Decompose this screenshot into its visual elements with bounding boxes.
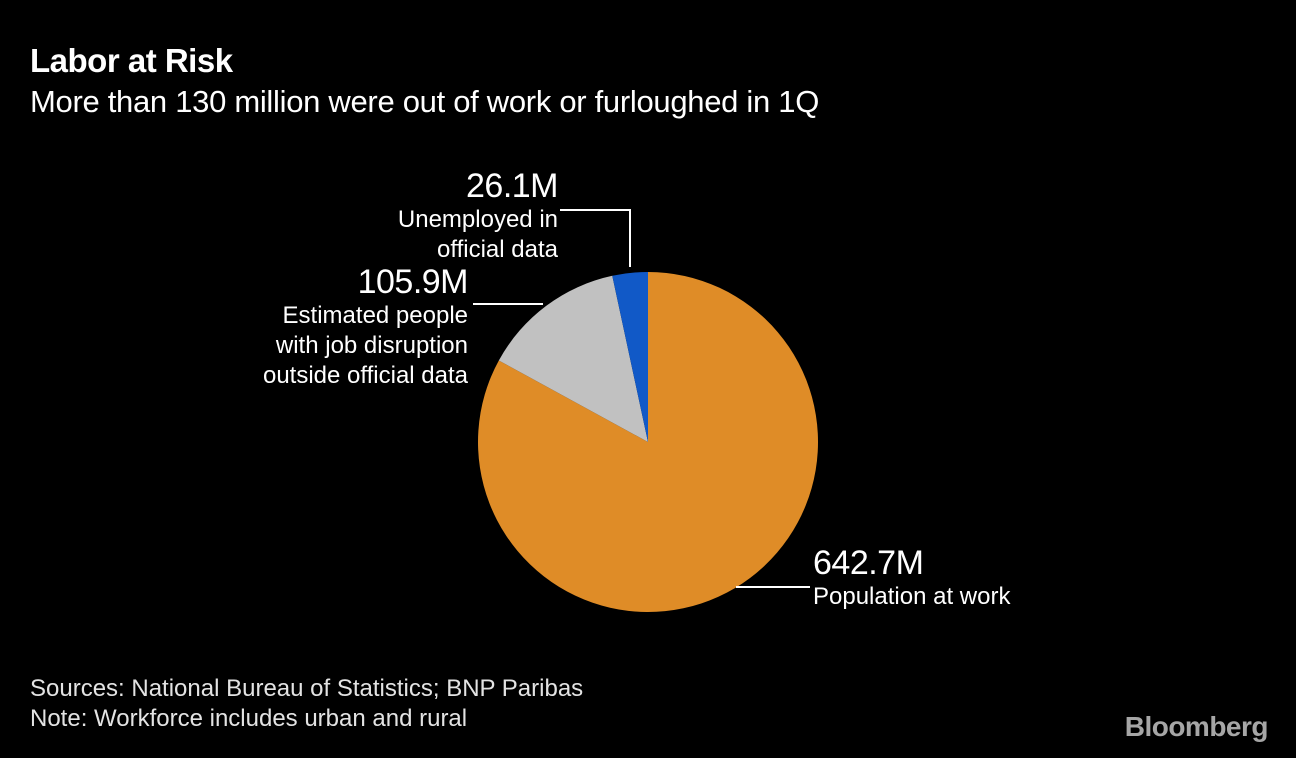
sources-text: Sources: National Bureau of Statistics; … [30,675,584,702]
pie-slice-population-at-work [478,272,819,612]
pie-slice-job-disruption [498,275,648,442]
callout-unemployed-value: 26.1M [466,167,559,205]
chart-header: Labor at Risk More than 130 million were… [30,42,819,120]
callout-unemployed-label-line2: official data [437,236,558,263]
callout-job-disruption-label-line3: outside official data [262,362,468,389]
chart-subtitle: More than 130 million were out of work o… [30,84,820,119]
callout-population-at-work-label: Population at work [813,583,1011,610]
chart-footer: Sources: National Bureau of Statistics; … [30,674,583,734]
callout-job-disruption-label-line2: with job disruption [275,332,468,359]
callout-population-at-work: 642.7M Population at work [813,544,1010,612]
callout-job-disruption-value: 105.9M [357,263,469,301]
page-title: Labor at Risk [30,42,233,79]
callout-population-at-work-value: 642.7M [813,544,924,582]
pie-slice-unemployed [612,272,648,442]
callout-job-disruption: 105.9M Estimated people with job disrupt… [262,263,469,391]
callout-unemployed: 26.1M Unemployed in official data [397,167,559,265]
note-text: Note: Workforce includes urban and rural [30,705,468,732]
callout-unemployed-label-line1: Unemployed in [397,206,558,233]
callout-job-disruption-label-line1: Estimated people [282,302,468,329]
bloomberg-logo: Bloomberg [1124,711,1269,742]
leader-line-unemployed [560,209,631,267]
